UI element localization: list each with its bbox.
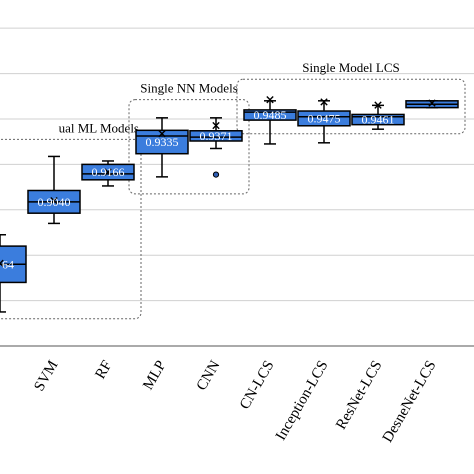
iqr-box [297,110,351,127]
iqr-box [189,130,243,142]
mean-marker [212,121,220,130]
iqr-box [351,113,405,126]
x-tick-mlp: MLP [140,358,169,393]
x-tick-cn-lcs: CN-LCS [237,358,278,412]
mean-marker [374,101,382,109]
mean-marker-stroke-b [428,99,436,107]
box-ResNet-LCS: 0.9461 [351,101,405,130]
box-RF: 0.9166 [81,160,135,187]
box-Inception-LCS: 0.9475 [297,98,351,144]
group-label-1: Single NN Models [140,81,238,96]
group-frame-2 [236,78,466,135]
mean-value-label: 0.9040 [38,195,71,209]
x-tick-resnet-lcs: ResNet-LCS [333,358,385,432]
boxes: 64 0.9040 0.9166 0.9335 0.9371 0.9485 0.9475 0.… [0,95,459,313]
mean-marker [320,98,328,106]
mean-value-label: 0.9485 [254,108,287,122]
group-frame-0 [0,138,142,320]
mean-value-label: 0.9461 [362,113,395,127]
x-tick-rf: RF [92,358,115,382]
gridlines [0,27,474,347]
x-tick-cnn: CNN [194,358,224,394]
mean-value-label: 0.9475 [308,111,341,125]
mean-value-label: 0.9371 [200,129,233,143]
box-MLP: 0.9335 [135,117,189,178]
mean-marker-stroke-b [104,168,112,176]
group-label-0: ual ML Models [59,120,139,135]
mean-marker-stroke-b [212,121,220,130]
box-CNN: 0.9371 [189,117,243,178]
group-label-2: Single Model LCS [302,60,400,75]
box-SVM: 0.9040 [27,155,81,225]
box-DesneNet-LCS [405,99,459,109]
mean-marker-stroke-b [158,130,166,138]
mean-marker [0,259,4,268]
mean-value-label: 0.9335 [146,135,179,149]
x-tick-desnenet-lcs: DesneNet-LCS [380,358,440,445]
outlier-point-0 [212,171,220,178]
mean-marker [104,168,112,176]
x-tick-svm: SVM [31,358,61,394]
mean-marker [428,99,436,107]
x-tick-inception-lcs: Inception-LCS [273,358,331,443]
mean-marker-stroke-b [320,98,328,106]
box-first: 64 [0,234,27,313]
group-frame-1 [128,99,250,195]
box-CN-LCS: 0.9485 [243,95,297,145]
mean-marker-stroke-b [50,197,58,205]
mean-marker [266,95,274,104]
mean-marker-stroke-b [374,101,382,109]
iqr-box [243,109,297,121]
mean-marker [50,197,58,205]
mean-value-label: 64 [2,257,14,271]
mean-marker-stroke-b [0,259,4,265]
model-groups: ual ML Models Single NN Models Single Mode… [0,60,466,320]
mean-marker-stroke-b [266,95,274,104]
mean-marker-stroke-a [0,262,4,268]
mean-marker [158,130,166,138]
mean-value-label: 0.9166 [92,165,125,179]
